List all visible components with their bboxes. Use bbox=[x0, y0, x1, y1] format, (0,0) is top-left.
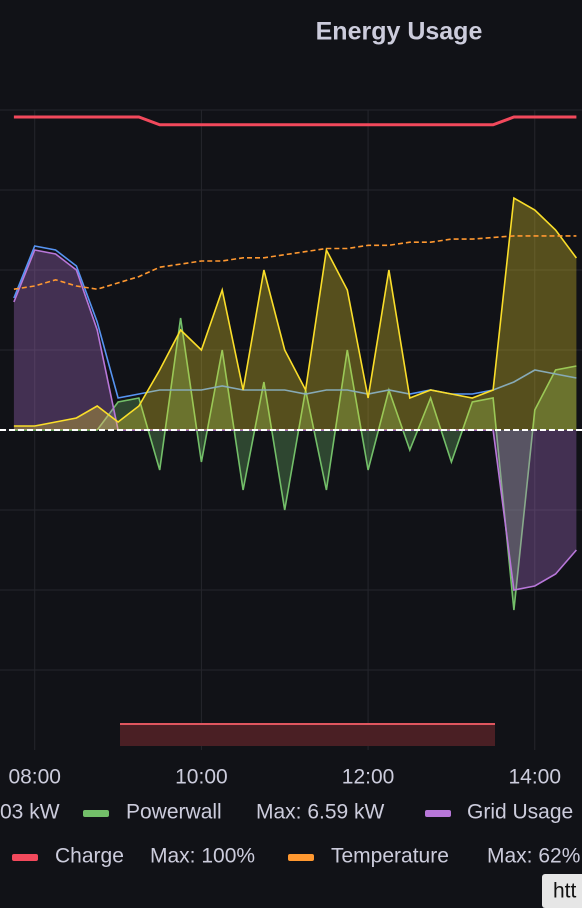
chart-title: Energy Usage bbox=[316, 18, 483, 46]
series-line bbox=[13, 196, 578, 427]
annotation-region bbox=[120, 724, 495, 746]
legend-name: Temperature bbox=[331, 845, 449, 868]
x-tick-label: 08:00 bbox=[8, 766, 61, 789]
tooltip-box bbox=[542, 874, 582, 908]
legend-max: Max: 6.59 kW bbox=[256, 801, 385, 824]
series-line bbox=[13, 115, 577, 127]
legend-swatch bbox=[288, 854, 314, 861]
series-area bbox=[13, 198, 577, 430]
legend-clipped-text: 03 kW bbox=[0, 801, 60, 824]
legend-swatch bbox=[425, 810, 451, 817]
legend-swatch bbox=[83, 810, 109, 817]
x-tick-label: 12:00 bbox=[342, 766, 395, 789]
series-line bbox=[13, 245, 577, 399]
legend-name: Powerwall bbox=[126, 801, 222, 824]
x-tick-label: 10:00 bbox=[175, 766, 228, 789]
plot-area bbox=[0, 109, 582, 750]
legend-name: Grid Usage bbox=[467, 801, 573, 824]
x-tick-label: 14:00 bbox=[508, 766, 561, 789]
legend-swatch bbox=[12, 854, 38, 861]
legend-max: Max: 100% bbox=[150, 845, 255, 868]
legend: 03 kW Powerwall Max: 6.59 kW Grid Usage Char… bbox=[0, 801, 580, 868]
tooltip-text: htt bbox=[553, 880, 577, 903]
legend-max: Max: 62% bbox=[487, 845, 580, 868]
series-line bbox=[13, 235, 577, 291]
series-line bbox=[13, 317, 577, 611]
legend-name: Charge bbox=[55, 845, 124, 868]
